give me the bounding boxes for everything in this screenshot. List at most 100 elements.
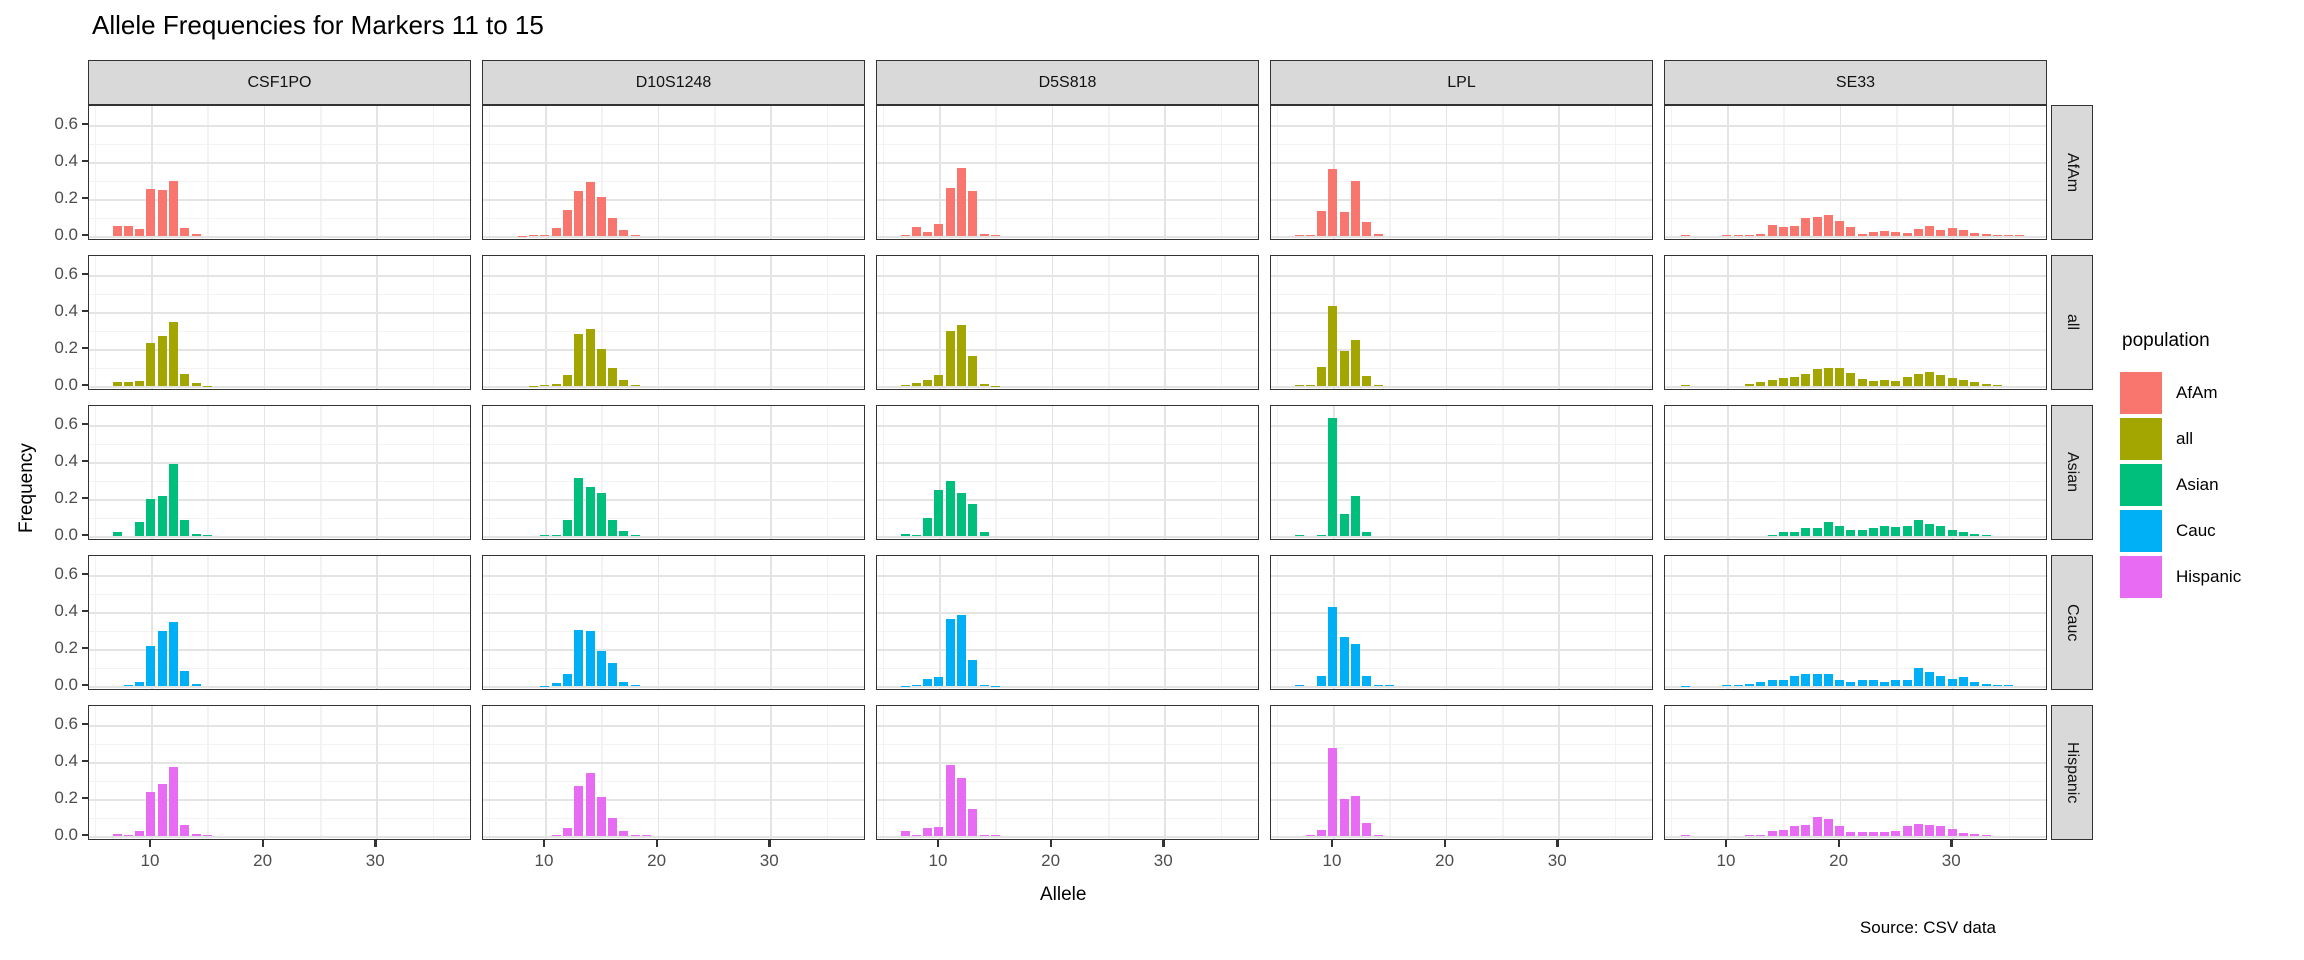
bar-D10S1248-Asian-11 xyxy=(551,535,561,536)
x-tick-label: 20 xyxy=(1435,851,1455,870)
gridline-minor-vertical xyxy=(319,706,322,839)
bar-D5S818-Cauc-13 xyxy=(968,660,978,686)
y-axis-tick xyxy=(82,797,88,800)
gridline-major-horizontal xyxy=(877,125,1258,127)
y-tick-label: 0.6 xyxy=(54,714,78,733)
bar-SE33-AfAm-24 xyxy=(1880,231,1890,236)
bar-LPL-Cauc-9 xyxy=(1317,675,1327,686)
bar-SE33-AfAm-16 xyxy=(1790,225,1800,236)
bar-D10S1248-AfAm-12 xyxy=(562,210,572,236)
gridline-minor-vertical xyxy=(1107,106,1110,239)
gridline-major-horizontal xyxy=(483,425,864,427)
bar-D5S818-Asian-9 xyxy=(923,518,933,536)
bar-D10S1248-Cauc-18 xyxy=(630,685,640,686)
gridline-major-vertical xyxy=(263,706,266,839)
gridline-major-horizontal xyxy=(483,312,864,314)
bar-SE33-Cauc-17 xyxy=(1801,673,1811,686)
gridline-major-vertical xyxy=(657,106,660,239)
gridline-minor-horizontal xyxy=(89,593,470,596)
facet-panel-CSF1PO-Asian xyxy=(88,405,471,540)
gridline-minor-horizontal xyxy=(877,293,1258,296)
bar-SE33-Cauc-27 xyxy=(1913,667,1923,686)
gridline-major-vertical xyxy=(1445,256,1448,389)
facet-panel-D5S818-Hispanic xyxy=(876,705,1259,840)
gridline-minor-vertical xyxy=(1276,256,1279,389)
gridline-major-vertical xyxy=(376,256,378,389)
gridline-major-vertical xyxy=(657,256,660,389)
bar-D10S1248-Cauc-11 xyxy=(551,683,561,686)
bar-D5S818-Cauc-14 xyxy=(979,684,989,686)
gridline-major-horizontal xyxy=(877,275,1258,277)
gridline-major-horizontal xyxy=(89,236,470,238)
facet-panel-SE33-Cauc xyxy=(1664,555,2047,690)
bar-D5S818-Hispanic-15 xyxy=(990,835,1000,836)
gridline-minor-horizontal xyxy=(89,630,470,633)
bar-CSF1PO-all-10 xyxy=(146,342,156,386)
gridline-minor-vertical xyxy=(601,256,603,389)
legend-swatch-Asian xyxy=(2120,464,2162,506)
gridline-minor-vertical xyxy=(432,406,435,539)
legend-item-AfAm: AfAm xyxy=(2120,370,2218,416)
bar-SE33-Cauc-34 xyxy=(1992,685,2002,686)
legend-item-all: all xyxy=(2120,416,2210,462)
bar-SE33-Cauc-24 xyxy=(1880,682,1890,686)
gridline-minor-vertical xyxy=(2008,706,2011,839)
y-tick-label: 0.6 xyxy=(54,114,78,133)
gridline-major-vertical xyxy=(150,406,153,539)
facet-panel-CSF1PO-all xyxy=(88,255,471,390)
bar-SE33-AfAm-14 xyxy=(1767,224,1777,236)
bar-SE33-Cauc-21 xyxy=(1846,681,1856,686)
gridline-minor-vertical xyxy=(432,706,435,839)
x-tick-label: 20 xyxy=(253,851,273,870)
bar-D5S818-Asian-14 xyxy=(979,532,989,536)
bar-D10S1248-Hispanic-14 xyxy=(585,773,595,836)
gridline-major-vertical xyxy=(1952,706,1954,839)
chart-title: Allele Frequencies for Markers 11 to 15 xyxy=(92,10,544,40)
gridline-minor-vertical xyxy=(1614,706,1617,839)
bar-CSF1PO-Hispanic-9 xyxy=(135,831,145,836)
bar-LPL-AfAm-13 xyxy=(1362,222,1372,236)
gridline-minor-vertical xyxy=(995,556,997,689)
facet-panel-SE33-all xyxy=(1664,255,2047,390)
bar-SE33-Asian-18 xyxy=(1812,527,1822,536)
bar-SE33-all-20 xyxy=(1835,368,1845,386)
facet-panel-CSF1PO-AfAm xyxy=(88,105,471,240)
bar-SE33-Cauc-33 xyxy=(1981,683,1991,686)
gridline-major-horizontal xyxy=(1665,349,2046,351)
gridline-minor-horizontal xyxy=(1271,217,1652,220)
gridline-major-vertical xyxy=(150,106,153,239)
facet-panel-D10S1248-Hispanic xyxy=(482,705,865,840)
x-axis-tick xyxy=(1330,840,1334,847)
gridline-minor-vertical xyxy=(1220,706,1223,839)
facet-panel-D10S1248-all xyxy=(482,255,865,390)
facet-column-strip-CSF1PO: CSF1PO xyxy=(88,60,471,105)
gridline-major-vertical xyxy=(770,706,772,839)
gridline-minor-vertical xyxy=(1614,406,1617,539)
bar-D5S818-Hispanic-13 xyxy=(968,809,978,836)
gridline-major-horizontal xyxy=(483,799,864,801)
bar-D10S1248-AfAm-14 xyxy=(585,182,595,236)
gridline-major-horizontal xyxy=(89,162,470,164)
bar-D10S1248-Cauc-16 xyxy=(608,662,618,686)
gridline-major-vertical xyxy=(1164,256,1166,389)
gridline-major-horizontal xyxy=(1271,612,1652,614)
legend-title: population xyxy=(2122,330,2210,351)
gridline-minor-horizontal xyxy=(89,480,470,483)
gridline-major-horizontal xyxy=(877,725,1258,727)
bar-D10S1248-Asian-18 xyxy=(630,535,640,536)
gridline-minor-horizontal xyxy=(1665,480,2046,483)
gridline-minor-horizontal xyxy=(1271,667,1652,670)
gridline-minor-vertical xyxy=(1220,406,1223,539)
bar-SE33-Asian-21 xyxy=(1846,529,1856,536)
gridline-major-vertical xyxy=(938,706,941,839)
gridline-minor-vertical xyxy=(1783,406,1785,539)
bar-LPL-all-13 xyxy=(1362,375,1372,386)
legend-swatch-Hispanic xyxy=(2120,556,2162,598)
bar-CSF1PO-all-14 xyxy=(191,383,201,386)
gridline-major-horizontal xyxy=(877,499,1258,501)
bar-SE33-all-19 xyxy=(1823,367,1833,386)
bar-LPL-Cauc-12 xyxy=(1350,644,1360,686)
bar-D5S818-all-9 xyxy=(923,379,933,386)
bar-SE33-Asian-32 xyxy=(1970,533,1980,536)
